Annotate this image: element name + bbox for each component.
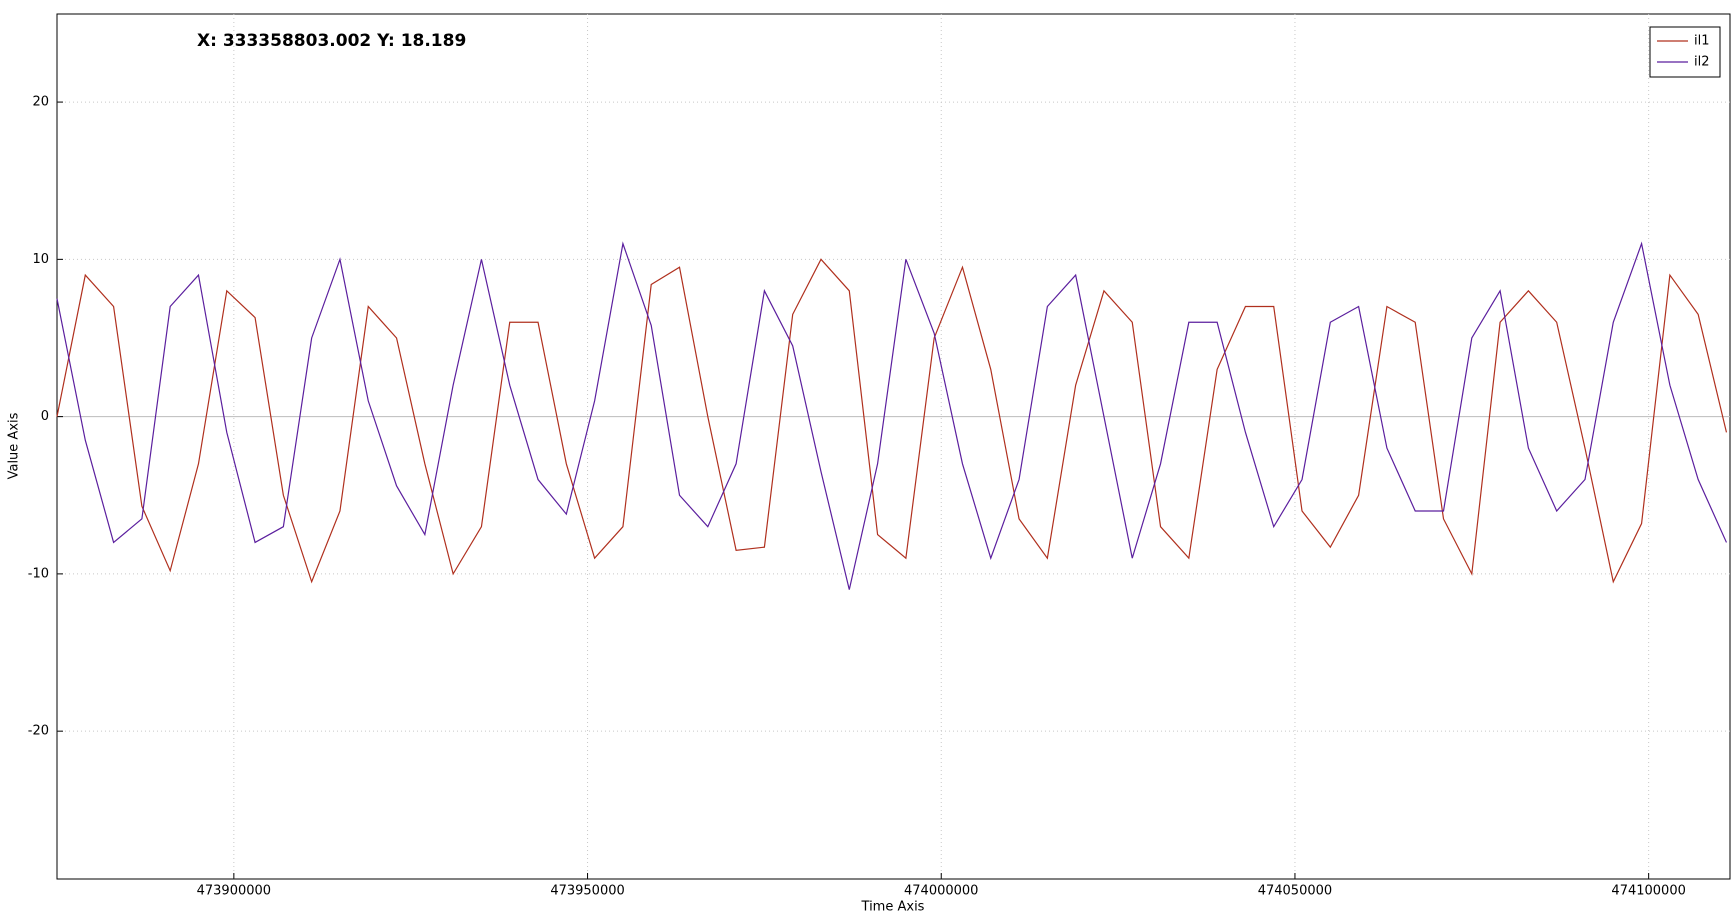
- x-tick-label: 474050000: [1258, 884, 1332, 899]
- x-tick-label: 473950000: [550, 884, 624, 899]
- series-line: [56, 258, 1728, 584]
- y-tick-label: 0: [41, 409, 49, 424]
- x-tick-label: 474000000: [904, 884, 978, 899]
- y-axis-label: Value Axis: [7, 412, 22, 479]
- x-axis-label: Time Axis: [861, 900, 925, 915]
- plot-frame: [56, 13, 1731, 880]
- x-tick-label: 473900000: [197, 884, 271, 899]
- y-tick-label: 20: [32, 95, 49, 110]
- x-tick-label: 474100000: [1611, 884, 1685, 899]
- legend-box: [1649, 26, 1721, 78]
- y-tick-label: 10: [32, 252, 49, 267]
- y-tick-label: -20: [28, 724, 49, 739]
- annotation: X: 333358803.002 Y: 18.189: [197, 31, 466, 51]
- legend-label: il1: [1694, 34, 1710, 49]
- y-tick-label: -10: [28, 566, 49, 581]
- legend-label: il2: [1694, 55, 1710, 70]
- series-line: [56, 241, 1728, 590]
